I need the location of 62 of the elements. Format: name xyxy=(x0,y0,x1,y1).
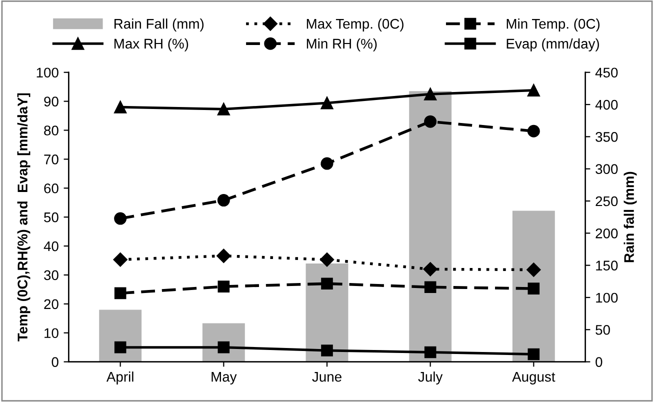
point xyxy=(320,252,334,267)
point xyxy=(320,157,334,170)
y2-tick-label: 200 xyxy=(596,228,618,238)
point xyxy=(216,248,231,263)
bar xyxy=(409,91,452,362)
y-tick-label: 20 xyxy=(44,299,58,310)
y2-tick-label: 400 xyxy=(595,100,618,110)
y2-tick-label: 250 xyxy=(596,196,618,206)
point xyxy=(423,262,438,276)
x-tick-label: July xyxy=(418,372,443,384)
y-tick-label: 0 xyxy=(52,357,58,367)
point xyxy=(321,344,333,356)
point xyxy=(527,84,540,97)
x-tick-label: August xyxy=(512,372,556,384)
point xyxy=(218,280,230,292)
y-tick-label: 40 xyxy=(44,241,58,252)
bar xyxy=(306,263,348,362)
y-tick-label: 70 xyxy=(44,154,58,164)
bar xyxy=(99,310,142,362)
y2-tick-label: 350 xyxy=(596,132,618,142)
y-tick-label: 30 xyxy=(44,270,58,280)
legend-label: Evap (mm/day) xyxy=(506,38,599,52)
y2-tick-label: 300 xyxy=(596,164,618,174)
point xyxy=(114,100,127,114)
y2-tick-label: 450 xyxy=(595,68,618,78)
point xyxy=(424,281,436,294)
x-tick-label: May xyxy=(212,372,237,384)
y2-tick-label: 0 xyxy=(596,357,602,367)
point xyxy=(526,262,541,277)
point xyxy=(424,88,437,100)
x-tick-label: April xyxy=(106,372,134,384)
point xyxy=(217,102,230,116)
y-tick-label: 10 xyxy=(44,328,58,338)
legend-label: Min RH (%) xyxy=(306,38,377,52)
y-tick-label: 100 xyxy=(36,68,58,78)
point xyxy=(528,348,540,360)
y-tick-label: 50 xyxy=(44,212,58,222)
point xyxy=(527,124,540,138)
point xyxy=(114,287,126,300)
y2-axis-title: Rain fall (mm) xyxy=(624,172,637,262)
legend-label: Max RH (%) xyxy=(114,38,188,52)
y-tick-label: 90 xyxy=(44,96,58,106)
y2-tick-label: 100 xyxy=(596,292,618,303)
point xyxy=(114,341,126,354)
x-tick-label: June xyxy=(312,372,342,382)
point xyxy=(114,212,127,225)
y2-tick-label: 50 xyxy=(596,324,610,335)
y-tick-label: 80 xyxy=(44,126,58,136)
point xyxy=(424,346,436,358)
point xyxy=(113,252,128,267)
legend-label: Min Temp. (0C) xyxy=(506,18,600,32)
point xyxy=(217,194,230,207)
y2-tick-label: 150 xyxy=(596,260,618,270)
legend-label: Rain Fall (mm) xyxy=(114,18,204,32)
y-axis-title: Temp (0C),RH(%) and Evap [mm/daY] xyxy=(17,93,30,342)
point xyxy=(528,282,540,294)
point xyxy=(320,96,334,110)
point xyxy=(424,115,437,128)
bar xyxy=(512,210,555,362)
point xyxy=(321,278,333,290)
legend-label: Max Temp. (0C) xyxy=(306,18,404,32)
y-tick-label: 60 xyxy=(44,183,58,194)
